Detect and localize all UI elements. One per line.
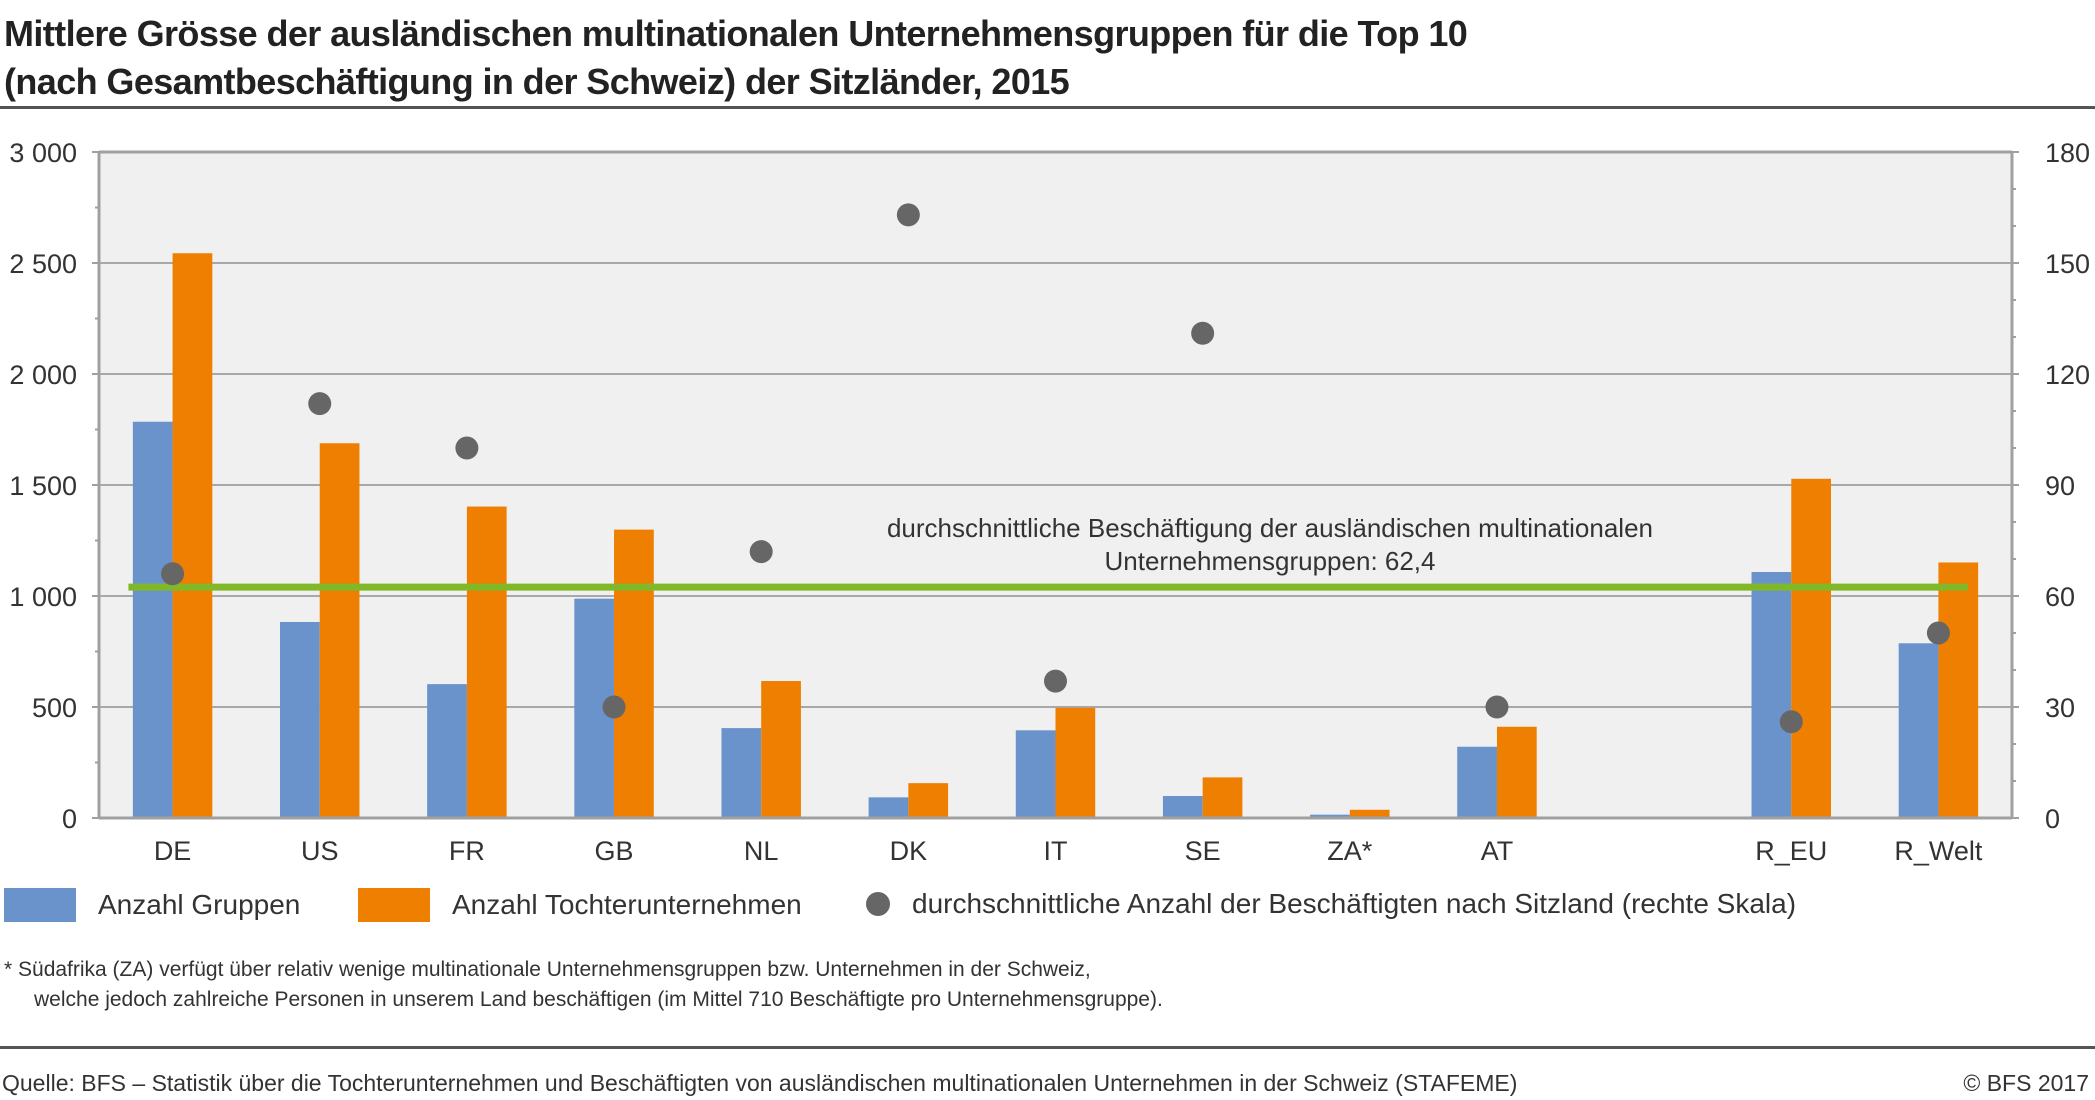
bar-subsidiaries-IT: [1055, 707, 1096, 818]
title-line-1: Mittlere Grösse der ausländischen multin…: [4, 13, 1468, 54]
dot-employees-US: [308, 392, 332, 416]
bar-groups-FR: [427, 684, 467, 818]
left-tick-label: 500: [32, 693, 77, 723]
left-tick-label: 3 000: [9, 138, 77, 168]
bar-subsidiaries-FR: [466, 506, 507, 818]
bar-subsidiaries-SE: [1202, 777, 1243, 818]
bar-groups-DE: [132, 421, 173, 818]
reference-line-label-2: Unternehmensgruppen: 62,4: [1104, 546, 1435, 576]
category-label: AT: [1481, 836, 1514, 866]
legend-label-groups: Anzahl Gruppen: [98, 889, 301, 920]
bar-subsidiaries-ZA*: [1349, 809, 1390, 818]
title-line-2: (nach Gesamtbeschäftigung in der Schweiz…: [4, 61, 1070, 102]
left-tick-label: 1 500: [9, 471, 77, 501]
chart-title: Mittlere Grösse der ausländischen multin…: [4, 10, 1468, 106]
legend-item-employees: durchschnittliche Anzahl der Beschäftigt…: [866, 888, 1796, 920]
legend-label-subsidiaries: Anzahl Tochterunternehmen: [452, 889, 802, 920]
right-tick-label: 30: [2045, 693, 2075, 723]
bar-groups-ZA*: [1310, 814, 1350, 818]
right-tick-label: 150: [2045, 249, 2090, 279]
legend-item-groups: Anzahl Gruppen: [4, 888, 300, 922]
category-label: ZA*: [1327, 836, 1373, 866]
category-label: US: [301, 836, 339, 866]
category-label: FR: [449, 836, 485, 866]
bar-subsidiaries-GB: [614, 529, 654, 818]
footnote-line-2: welche jedoch zahlreiche Personen in uns…: [34, 988, 1163, 1011]
bar-subsidiaries-NL: [761, 681, 801, 818]
right-tick-label: 120: [2045, 360, 2090, 390]
dot-employees-DE: [161, 562, 185, 586]
bar-groups-DK: [868, 797, 909, 818]
category-label: NL: [744, 836, 779, 866]
right-tick-label: 180: [2045, 138, 2090, 168]
bar-subsidiaries-AT: [1496, 726, 1537, 818]
bar-subsidiaries-US: [319, 443, 360, 818]
bar-subsidiaries-DK: [908, 783, 949, 818]
bar-groups-SE: [1162, 796, 1203, 818]
bottom-rule: [0, 1046, 2095, 1049]
left-tick-label: 2 000: [9, 360, 77, 390]
category-label: DK: [890, 836, 928, 866]
dot-employees-SE: [1191, 321, 1215, 345]
bar-groups-IT: [1015, 730, 1056, 818]
category-label: DE: [154, 836, 192, 866]
footnote-line-1: * Südafrika (ZA) verfügt über relativ we…: [4, 958, 1091, 981]
copyright: © BFS 2017: [1963, 1070, 2089, 1096]
category-label: R_Welt: [1894, 836, 1983, 866]
dot-employees-R_Welt: [1926, 621, 1950, 645]
top-rule: [0, 106, 2095, 109]
category-label: SE: [1185, 836, 1221, 866]
dot-employees-R_EU: [1779, 710, 1803, 734]
dot-employees-NL: [749, 540, 773, 564]
bar-groups-AT: [1457, 746, 1497, 818]
legend-swatch-groups: [4, 888, 76, 922]
bar-groups-R_EU: [1751, 572, 1792, 818]
reference-line-label-1: durchschnittliche Beschäftigung der ausl…: [887, 513, 1653, 543]
chart-svg: 0 500 1 000 1 500 2 000 2 500 3 000 0 30 60 90 120 1…: [9, 138, 2090, 866]
right-tick-label: 60: [2045, 582, 2075, 612]
legend-dot-employees: [866, 892, 890, 916]
dot-employees-GB: [602, 695, 626, 719]
category-label: R_EU: [1755, 836, 1827, 866]
bar-groups-R_Welt: [1898, 643, 1939, 818]
category-label: IT: [1044, 836, 1068, 866]
dot-employees-IT: [1044, 669, 1067, 693]
bar-groups-US: [279, 621, 320, 818]
right-tick-label: 0: [2045, 804, 2060, 834]
legend-item-subsidiaries: Anzahl Tochterunternehmen: [358, 888, 802, 922]
bar-groups-NL: [721, 728, 762, 818]
bar-subsidiaries-DE: [172, 253, 213, 818]
legend-label-employees: durchschnittliche Anzahl der Beschäftigt…: [912, 888, 1797, 919]
left-tick-label: 1 000: [9, 582, 77, 612]
bar-subsidiaries-R_EU: [1791, 478, 1832, 818]
left-tick-label: 2 500: [9, 249, 77, 279]
right-tick-label: 90: [2045, 471, 2075, 501]
dot-employees-DK: [896, 203, 920, 227]
source-text: Quelle: BFS – Statistik über die Tochter…: [2, 1070, 1518, 1096]
category-label: GB: [595, 836, 634, 866]
bar-subsidiaries-R_Welt: [1938, 562, 1979, 818]
left-tick-label: 0: [62, 804, 77, 834]
dot-employees-AT: [1485, 695, 1509, 719]
dot-employees-FR: [455, 436, 479, 460]
legend-swatch-subsidiaries: [358, 888, 430, 922]
